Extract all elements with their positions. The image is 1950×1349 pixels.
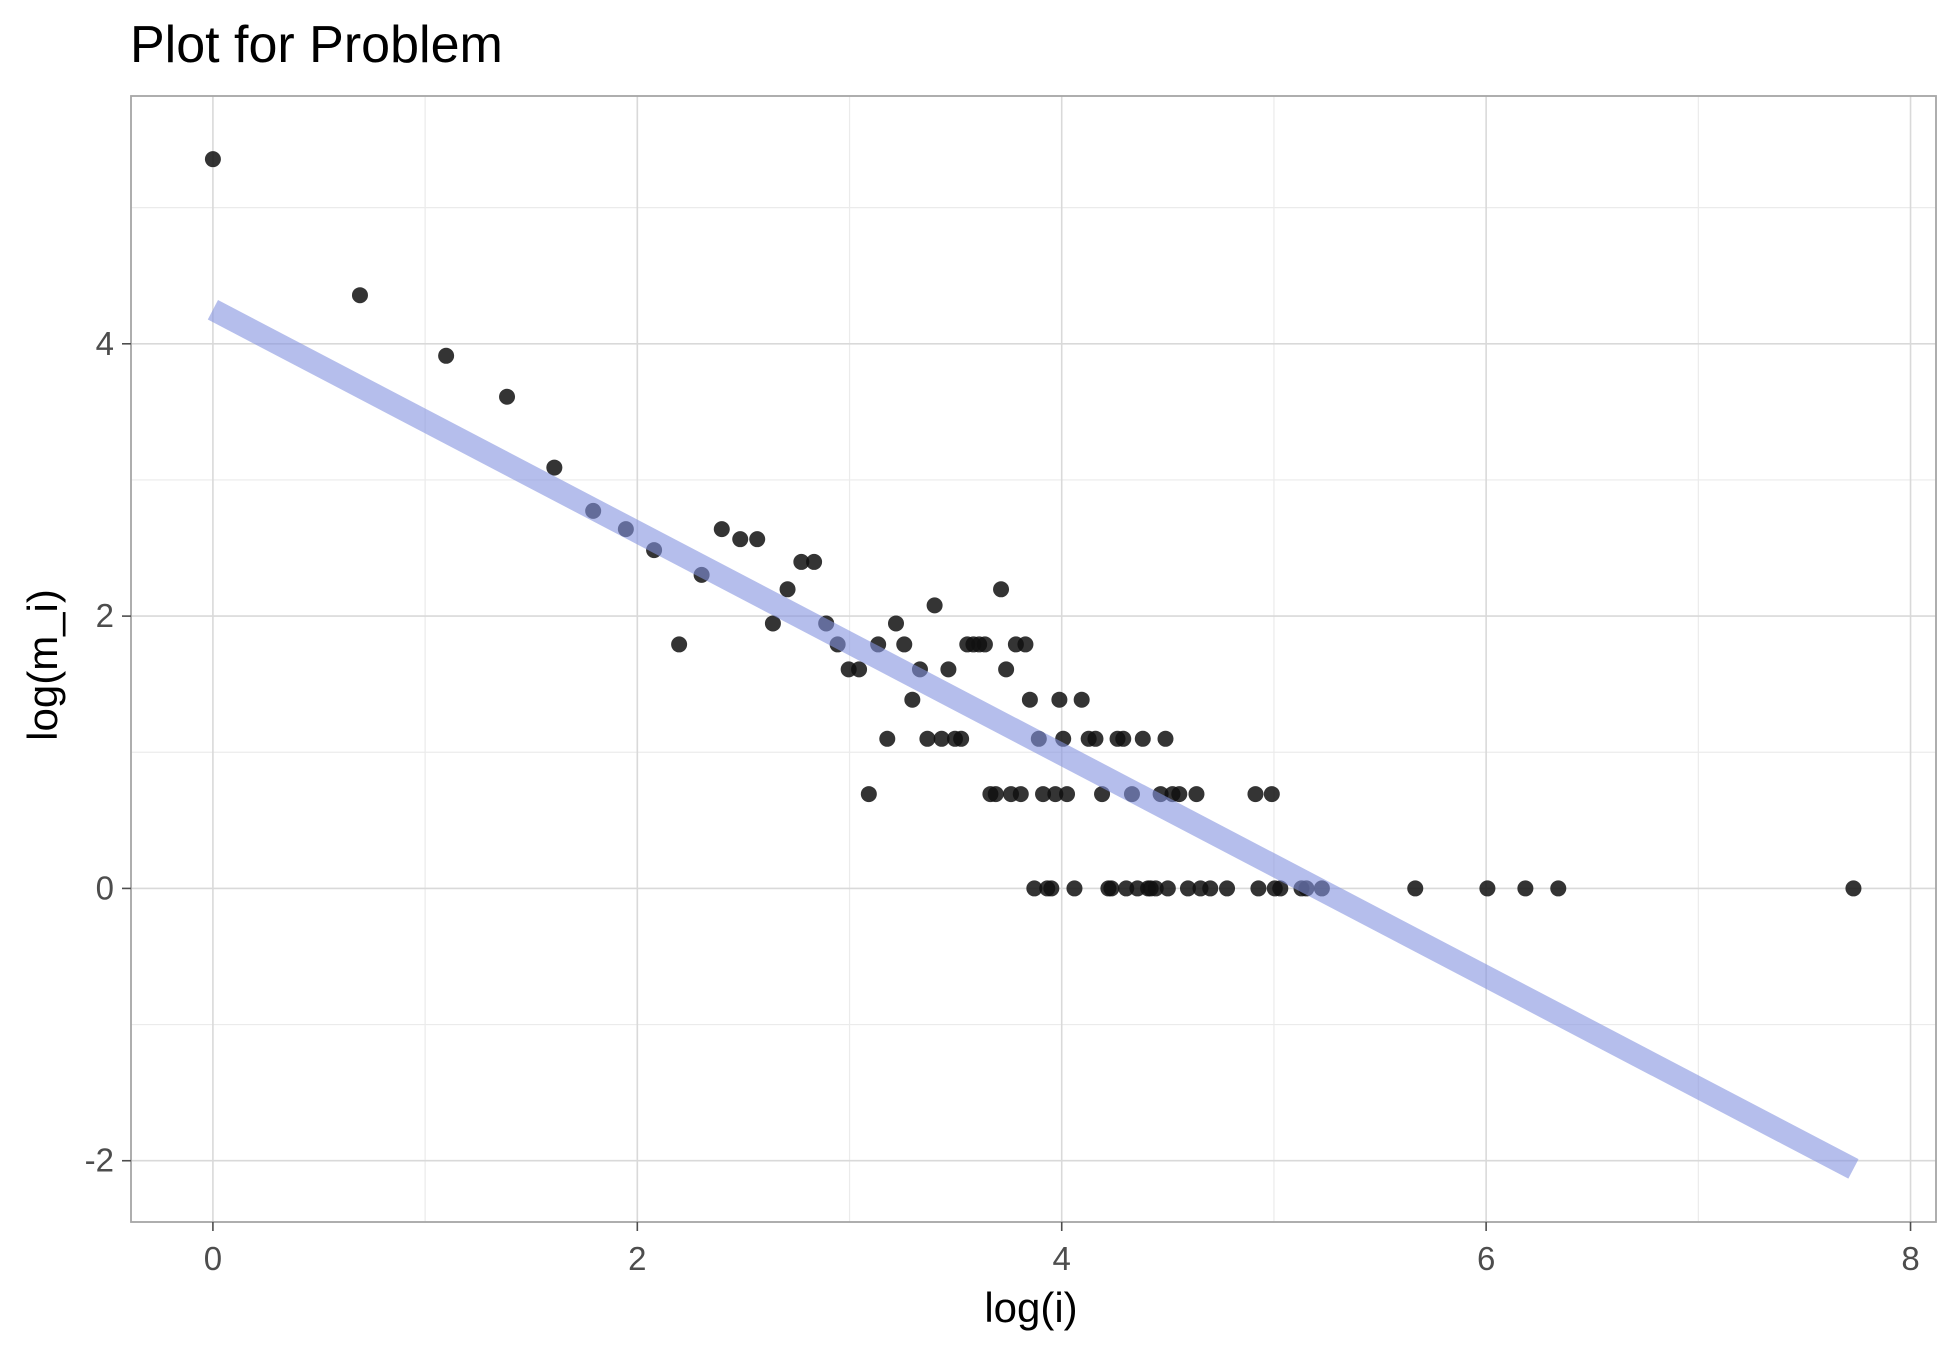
x-axis-ticks: 0 2 4 6 8: [204, 1222, 1920, 1277]
scatter-point: [1188, 786, 1205, 803]
x-axis-title: log(i): [984, 1284, 1077, 1331]
scatter-point: [1115, 730, 1132, 747]
x-tick-label: 6: [1477, 1240, 1495, 1277]
y-tick-label: 4: [96, 325, 114, 362]
scatter-point: [1059, 786, 1076, 803]
scatter-point: [998, 661, 1015, 678]
scatter-point: [879, 730, 896, 747]
scatter-point: [887, 615, 904, 632]
scatter-point: [1171, 786, 1188, 803]
scatter-point: [499, 388, 516, 405]
scatter-point: [919, 730, 936, 747]
y-tick-label: 2: [96, 597, 114, 634]
scatter-point: [779, 581, 796, 598]
scatter-point: [1051, 691, 1068, 708]
scatter-point: [438, 347, 455, 364]
scatter-point: [1250, 880, 1267, 897]
data-points: [204, 151, 1862, 897]
y-tick-label: 0: [96, 869, 114, 906]
scatter-point: [1021, 691, 1038, 708]
scatter-point: [1157, 730, 1174, 747]
scatter-point: [993, 581, 1010, 598]
scatter-point: [851, 661, 868, 678]
scatter-point: [1550, 880, 1567, 897]
scatter-point: [926, 597, 943, 614]
x-tick-label: 4: [1053, 1240, 1071, 1277]
scatter-point: [351, 287, 368, 304]
scatter-point: [1159, 880, 1176, 897]
scatter-point: [953, 730, 970, 747]
scatter-point: [1094, 786, 1111, 803]
x-tick-label: 8: [1901, 1240, 1919, 1277]
scatter-point: [1012, 786, 1029, 803]
scatter-point: [1073, 691, 1090, 708]
scatter-point: [1134, 730, 1151, 747]
y-axis-title: log(m_i): [19, 589, 66, 741]
scatter-point: [546, 459, 563, 476]
scatter-point: [204, 151, 221, 168]
scatter-point: [764, 615, 781, 632]
scatter-point: [1202, 880, 1219, 897]
minor-gridlines: [131, 96, 1936, 1222]
y-axis-ticks: -2 0 2 4: [85, 325, 131, 1179]
scatter-point: [1272, 880, 1289, 897]
scatter-point: [904, 691, 921, 708]
scatter-point: [713, 521, 730, 538]
scatter-point: [987, 786, 1004, 803]
panel-border: [130, 95, 1937, 1223]
scatter-point: [1047, 786, 1064, 803]
chart-title: Plot for Problem: [130, 16, 503, 74]
scatter-point: [1219, 880, 1236, 897]
scatter-point: [896, 636, 913, 653]
scatter-point: [1479, 880, 1496, 897]
scatter-point: [940, 661, 957, 678]
scatter-point: [1118, 880, 1135, 897]
fit-line-layer: [207, 300, 1859, 1179]
scatter-point: [1066, 880, 1083, 897]
scatter-point: [732, 531, 749, 548]
fit-line: [207, 300, 1859, 1179]
scatter-point: [1043, 880, 1060, 897]
scatter-point: [1087, 730, 1104, 747]
x-tick-label: 0: [204, 1240, 222, 1277]
major-gridlines: [131, 96, 1936, 1222]
scatter-point: [1017, 636, 1034, 653]
scatter-point: [976, 636, 993, 653]
scatter-point: [1147, 880, 1164, 897]
scatter-point: [1179, 880, 1196, 897]
scatter-point: [1247, 786, 1264, 803]
scatter-point: [671, 636, 688, 653]
scatter-point: [860, 786, 877, 803]
scatter-point: [1845, 880, 1862, 897]
y-tick-label: -2: [85, 1142, 114, 1179]
scatter-point: [793, 553, 810, 570]
scatter-point: [1407, 880, 1424, 897]
scatter-point: [1026, 880, 1043, 897]
scatter-point: [933, 730, 950, 747]
scatter-point: [1103, 880, 1120, 897]
scatter-point: [1517, 880, 1534, 897]
x-tick-label: 2: [628, 1240, 646, 1277]
scatter-point: [749, 531, 766, 548]
scatter-point: [1035, 786, 1052, 803]
scatter-point: [1263, 786, 1280, 803]
scatter-point: [806, 553, 823, 570]
